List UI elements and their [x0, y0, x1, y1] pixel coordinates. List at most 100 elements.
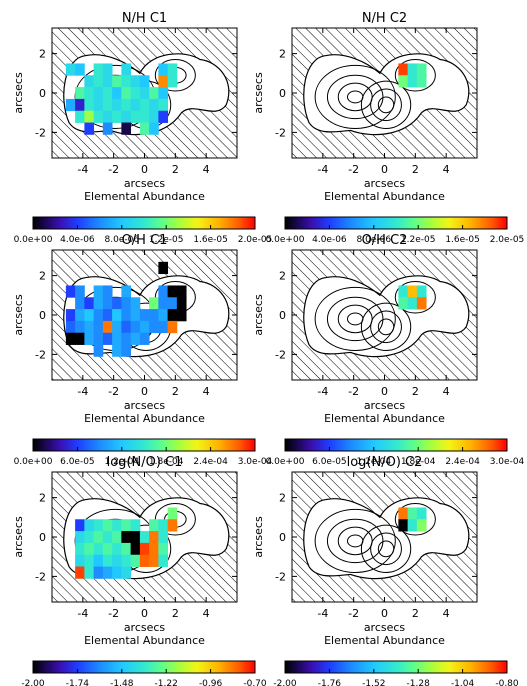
- heatmap-cell: [130, 531, 141, 544]
- heatmap-cell: [149, 98, 159, 112]
- heatmap-cell: [93, 285, 104, 298]
- contour-line: [394, 503, 436, 536]
- heatmap-cell: [65, 63, 76, 76]
- heatmap-cell: [407, 507, 418, 520]
- heatmap-cell: [130, 554, 141, 567]
- contour-line: [394, 59, 436, 92]
- heatmap-cell: [416, 285, 427, 298]
- x-tick-label: 4: [203, 163, 210, 176]
- heatmap-cell: [112, 309, 122, 322]
- heatmap-cell: [84, 519, 95, 532]
- heatmap-cell: [75, 542, 85, 556]
- x-tick-label: -2: [348, 607, 359, 620]
- panel-title: log(N/O) C2: [347, 455, 423, 470]
- heatmap-cell: [139, 75, 150, 88]
- heatmap-cell: [130, 332, 141, 345]
- colorbar-tick-label: 0.0e+00: [266, 235, 305, 245]
- heatmap-cell: [102, 285, 113, 298]
- heatmap-cell: [102, 309, 113, 322]
- heatmap-cell: [121, 531, 132, 544]
- y-tick-label: -2: [275, 348, 286, 361]
- heatmap-cell: [112, 554, 122, 567]
- heatmap-cell: [65, 332, 76, 345]
- colorbar-tick-label: 1.8e-04: [401, 457, 436, 467]
- contour-line: [326, 518, 384, 564]
- heatmap-cell: [75, 87, 85, 100]
- heatmap-cell: [93, 98, 104, 112]
- heatmap-cell: [130, 87, 141, 100]
- heatmap-cell: [112, 297, 122, 310]
- colorbar-tick-label: 4.0e-06: [60, 235, 95, 245]
- heatmap-cell: [84, 98, 95, 112]
- colorbar-tick-label: 1.6e-05: [445, 235, 480, 245]
- colorbar-label: Elemental Abundance: [84, 190, 205, 203]
- heatmap-cell: [75, 98, 85, 112]
- x-tick-label: -2: [348, 385, 359, 398]
- heatmap-cell: [398, 63, 409, 76]
- x-tick-label: -4: [317, 607, 328, 620]
- colorbar-tick-label: 0.0e+00: [14, 457, 53, 467]
- colorbar-label: Elemental Abundance: [84, 634, 205, 647]
- heatmap-cell: [102, 566, 113, 579]
- heatmap-cell: [121, 519, 132, 532]
- heatmap-cell: [121, 75, 132, 88]
- heatmap-cell: [112, 320, 122, 334]
- heatmap-cell: [416, 75, 427, 88]
- x-tick-label: 2: [412, 607, 419, 620]
- colorbar-tick-label: 2.0e-05: [238, 235, 273, 245]
- x-tick-label: -4: [77, 607, 88, 620]
- colorbar-tick-label: 1.2e-04: [357, 457, 392, 467]
- contour-line: [326, 296, 384, 342]
- heatmap-cell: [167, 75, 178, 88]
- heatmap-cell: [112, 87, 122, 100]
- heatmap-cell: [102, 297, 113, 310]
- heatmap-cell: [149, 87, 159, 100]
- x-axis-label: arcsecs: [364, 621, 406, 634]
- colorbar-tick-label: -1.22: [155, 679, 178, 686]
- heatmap-cell: [75, 566, 85, 579]
- contour-outline: [303, 497, 470, 580]
- contour-line: [314, 286, 396, 351]
- heatmap-cell: [167, 309, 178, 322]
- x-axis-label: arcsecs: [124, 621, 166, 634]
- colorbar-tick-label: -2.00: [273, 679, 297, 686]
- heatmap-cell: [158, 110, 169, 123]
- heatmap-cell: [130, 297, 141, 310]
- x-tick-label: 0: [141, 385, 148, 398]
- heatmap-cell: [139, 554, 150, 567]
- x-tick-label: 0: [381, 385, 388, 398]
- contour-line: [360, 524, 412, 573]
- x-tick-label: 4: [203, 385, 210, 398]
- y-tick-label: 2: [39, 492, 46, 505]
- x-tick-label: 2: [172, 163, 179, 176]
- heatmap-cell: [398, 507, 409, 520]
- contour-line: [377, 96, 395, 114]
- heatmap-cell: [407, 63, 418, 76]
- heatmap-cell: [139, 320, 150, 334]
- heatmap-cell: [112, 566, 122, 579]
- x-tick-label: 2: [172, 607, 179, 620]
- y-tick-label: 2: [39, 270, 46, 283]
- y-tick-label: 0: [39, 531, 46, 544]
- heatmap-cell: [158, 320, 169, 334]
- heatmap-cell: [121, 297, 132, 310]
- heatmap-cell: [93, 542, 104, 556]
- colorbar-tick-label: 3.0e-04: [490, 457, 525, 467]
- contour-line: [154, 59, 196, 92]
- x-tick-label: 0: [381, 163, 388, 176]
- x-axis-label: arcsecs: [364, 177, 406, 190]
- colorbar-tick-label: 1.2e-05: [401, 235, 436, 245]
- y-tick-label: 0: [279, 309, 286, 322]
- x-axis-label: arcsecs: [124, 177, 166, 190]
- y-tick-label: 2: [279, 270, 286, 283]
- contour-line: [370, 88, 402, 122]
- colorbar-label: Elemental Abundance: [324, 634, 445, 647]
- colorbar: [284, 438, 508, 452]
- panel-title: log(N/O) C1: [107, 455, 183, 470]
- heatmap-cell: [167, 297, 178, 310]
- heatmap-cell: [158, 531, 169, 544]
- heatmap-cell: [121, 344, 132, 357]
- heatmap-cell: [121, 309, 132, 322]
